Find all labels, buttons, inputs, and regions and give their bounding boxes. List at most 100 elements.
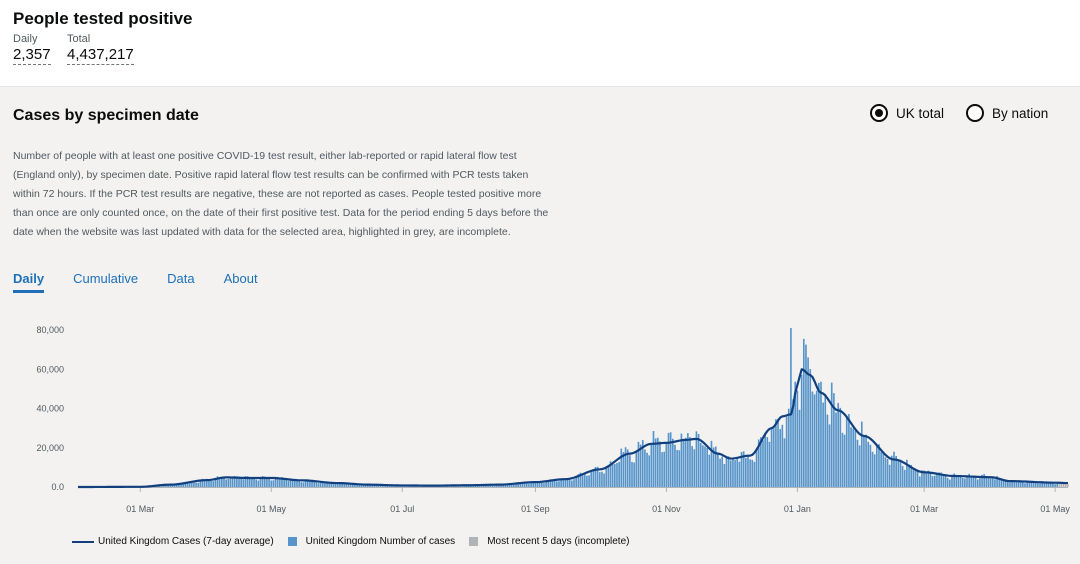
daily-bar — [553, 481, 556, 487]
daily-bar — [581, 475, 584, 487]
daily-bar — [259, 477, 262, 487]
radio-by-nation[interactable]: By nation — [966, 104, 1048, 122]
daily-bar — [1022, 482, 1024, 487]
daily-bar — [987, 477, 990, 487]
daily-bar — [906, 459, 908, 487]
daily-bar — [869, 444, 872, 487]
daily-bar — [830, 382, 833, 487]
daily-bar — [197, 482, 200, 487]
daily-bar — [959, 476, 962, 487]
daily-bar — [208, 480, 210, 487]
daily-bar — [637, 441, 640, 487]
daily-bar — [199, 479, 202, 487]
y-tick-label: 0.0 — [51, 482, 64, 492]
x-tick-label: 01 May — [1040, 504, 1070, 514]
tab-daily[interactable]: Daily — [13, 271, 45, 293]
daily-bar — [751, 459, 754, 487]
tab-data[interactable]: Data — [167, 271, 195, 286]
daily-bar — [822, 402, 824, 487]
daily-bar — [248, 477, 251, 487]
daily-bar — [300, 482, 303, 487]
legend-item-cases: United Kingdom Number of cases — [287, 536, 455, 547]
daily-bar — [968, 473, 970, 487]
daily-bar — [671, 438, 674, 487]
daily-bar — [921, 470, 923, 487]
daily-bar — [203, 479, 206, 487]
daily-bar — [953, 473, 955, 487]
x-tick-label: 01 Mar — [910, 504, 938, 514]
radio-uk-total[interactable]: UK total — [870, 104, 944, 122]
daily-bar — [304, 479, 307, 487]
total-value[interactable]: 4,437,217 — [67, 46, 134, 65]
daily-bar — [800, 374, 803, 487]
daily-bar — [732, 458, 734, 487]
daily-bar — [233, 476, 236, 487]
incomplete-bar-series — [1058, 482, 1069, 487]
daily-bar — [298, 480, 300, 487]
daily-bar — [596, 466, 599, 487]
daily-bar — [837, 403, 839, 487]
daily-bar — [777, 418, 779, 487]
daily-bar — [946, 477, 949, 487]
daily-bar — [676, 449, 678, 487]
daily-bar — [182, 484, 184, 487]
daily-bar — [573, 479, 575, 487]
daily-bar — [669, 432, 672, 487]
daily-bar — [221, 477, 223, 487]
daily-bar — [897, 460, 900, 487]
daily-bar — [568, 480, 571, 487]
daily-bar — [558, 481, 560, 487]
daily-bar — [1000, 479, 1003, 487]
daily-value[interactable]: 2,357 — [13, 46, 51, 65]
daily-bar — [755, 448, 758, 487]
daily-bar — [339, 483, 341, 487]
daily-bar — [792, 399, 794, 487]
daily-bar — [489, 484, 492, 487]
daily-bar — [762, 440, 764, 487]
daily-bar — [891, 455, 893, 487]
daily-bar — [566, 479, 569, 487]
daily-bar — [495, 484, 498, 487]
daily-bar — [802, 338, 805, 487]
daily-bar — [532, 481, 535, 487]
daily-bar — [721, 456, 724, 487]
radio-checked-icon — [870, 104, 888, 122]
daily-bar — [629, 455, 631, 487]
daily-bar — [695, 431, 698, 487]
daily-bar — [216, 476, 219, 487]
daily-bar — [519, 483, 522, 487]
daily-bar — [923, 470, 925, 487]
cases-chart: 0.0 20,000 40,000 60,000 80,000 01 Mar 01 May… — [36, 325, 1070, 514]
tab-bar: Daily Cumulative Data About — [13, 271, 287, 293]
daily-bar — [680, 433, 683, 487]
daily-bar — [1054, 484, 1056, 487]
daily-bar — [910, 464, 913, 487]
daily-bar — [949, 479, 951, 487]
daily-bar — [246, 476, 249, 487]
daily-bar — [936, 473, 938, 487]
daily-bar — [966, 476, 968, 487]
daily-bar — [839, 407, 842, 487]
daily-bar — [609, 461, 612, 487]
tab-cumulative[interactable]: Cumulative — [73, 271, 139, 286]
x-tick-label: 01 Jul — [390, 504, 414, 514]
daily-bar — [809, 369, 812, 487]
daily-bar — [354, 484, 356, 487]
tab-about[interactable]: About — [223, 271, 258, 286]
daily-bar — [635, 451, 638, 487]
daily-bar — [618, 461, 620, 487]
daily-metric: Daily 2,357 — [13, 33, 51, 65]
daily-bar — [972, 475, 975, 487]
daily-bar — [549, 479, 552, 487]
daily-bar — [852, 428, 855, 487]
daily-bar — [901, 466, 904, 487]
daily-bar — [268, 476, 270, 487]
daily-bar — [601, 471, 603, 487]
daily-bar — [236, 476, 238, 487]
daily-bar — [951, 474, 953, 487]
daily-bar — [631, 461, 633, 487]
daily-bar — [1052, 482, 1054, 487]
daily-bar — [186, 481, 189, 487]
daily-bar — [1007, 481, 1009, 487]
daily-bar — [770, 429, 773, 487]
